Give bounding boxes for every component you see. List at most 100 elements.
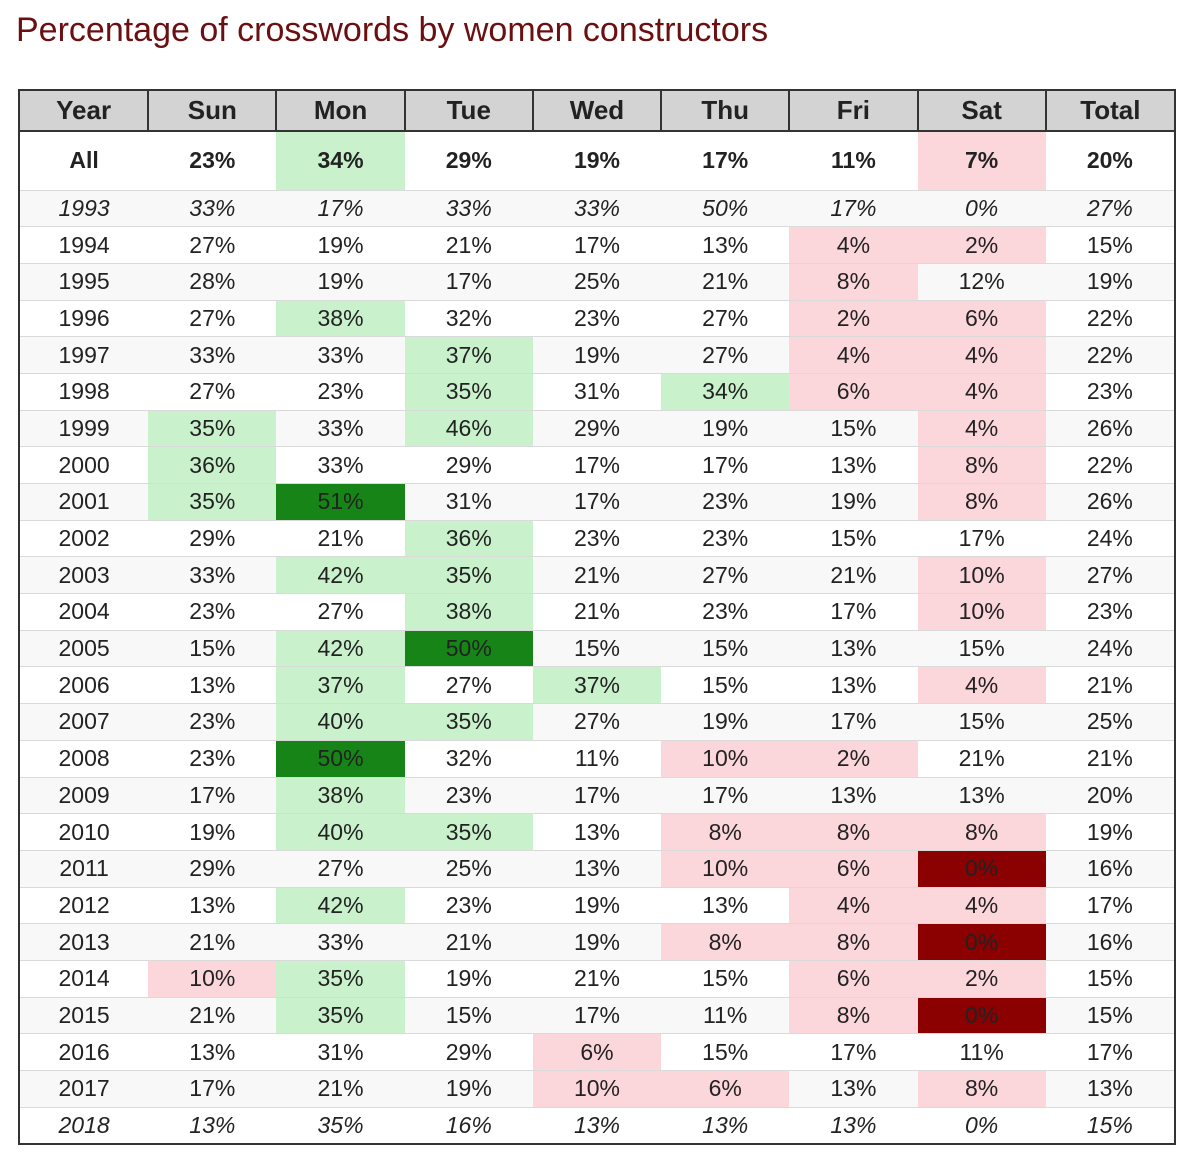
year-cell: 2010 xyxy=(20,813,149,851)
value-cell: 8% xyxy=(917,1070,1046,1108)
value-cell: 15% xyxy=(532,630,662,668)
value-cell: 13% xyxy=(702,1112,749,1139)
value-cell: 13% xyxy=(830,1112,877,1139)
value-cell: 21% xyxy=(276,1070,405,1108)
value-cell: 36% xyxy=(404,520,533,558)
value-cell: 10% xyxy=(917,593,1046,631)
percentage-table: Year Sun Mon Tue Wed Thu Fri Sat Total All 23% 34%… xyxy=(18,89,1176,1145)
value-cell: 27% xyxy=(661,336,790,374)
value-cell: 8% xyxy=(789,263,918,301)
value-cell: 25% xyxy=(532,263,662,301)
value-cell: 50% xyxy=(404,630,533,668)
value-cell: 7% xyxy=(917,131,1046,191)
year-cell: 2003 xyxy=(20,556,149,595)
value-cell: 27% xyxy=(1045,190,1174,228)
value-cell: 15% xyxy=(1045,226,1174,264)
value-cell: 26% xyxy=(1045,483,1174,521)
value-cell: 23% xyxy=(148,703,277,741)
value-cell: 50% xyxy=(661,190,790,228)
value-cell: 38% xyxy=(276,300,405,338)
year-cell: 1996 xyxy=(20,300,149,338)
value-cell: 31% xyxy=(276,1033,405,1071)
value-cell: 0% xyxy=(917,190,1046,228)
value-cell: 33% xyxy=(148,336,277,374)
value-cell: 35% xyxy=(404,373,533,411)
column-header-sun: Sun xyxy=(148,91,278,132)
value-cell: 17% xyxy=(661,446,790,484)
value-cell: 23% xyxy=(1045,373,1174,411)
value-cell: 23% xyxy=(532,520,662,558)
value-cell: 51% xyxy=(276,483,405,521)
value-cell: 13% xyxy=(148,1033,277,1071)
value-cell: 21% xyxy=(789,556,918,595)
value-cell: 13% xyxy=(661,887,790,925)
value-cell: 13% xyxy=(573,1112,620,1139)
value-cell: 8% xyxy=(789,923,918,961)
year-cell: 1998 xyxy=(20,373,149,411)
value-cell: 13% xyxy=(189,1112,236,1139)
value-cell: 40% xyxy=(276,703,405,741)
value-cell: 27% xyxy=(532,703,662,741)
value-cell: 17% xyxy=(532,777,662,815)
value-cell: 35% xyxy=(276,960,405,998)
value-cell: 27% xyxy=(148,300,277,338)
value-cell: 24% xyxy=(1045,520,1174,558)
year-cell: 2012 xyxy=(20,887,149,925)
table-row: 2007 23% 40% 35% 27% 19% 17% 15% 25% xyxy=(20,703,1174,741)
value-cell: 17% xyxy=(789,190,918,228)
value-cell: 26% xyxy=(1045,410,1174,448)
value-cell: 13% xyxy=(1045,1070,1174,1108)
value-cell: 21% xyxy=(917,740,1046,778)
value-cell: 22% xyxy=(1045,336,1174,374)
year-cell: 2011 xyxy=(20,850,149,888)
table-row: 2015 21% 35% 15% 17% 11% 8% 0% 15% xyxy=(20,997,1174,1035)
table-row: 1999 35% 33% 46% 29% 19% 15% 4% 26% xyxy=(20,410,1174,448)
value-cell: 15% xyxy=(917,630,1046,668)
value-cell: 17% xyxy=(661,777,790,815)
table-row: 2012 13% 42% 23% 19% 13% 4% 4% 17% xyxy=(20,887,1174,925)
value-cell: 35% xyxy=(148,410,277,448)
value-cell: 13% xyxy=(789,630,918,668)
value-cell: 33% xyxy=(276,446,405,484)
value-cell: 27% xyxy=(276,850,405,888)
value-cell: 17% xyxy=(789,703,918,741)
value-cell: 15% xyxy=(661,960,790,998)
value-cell: 42% xyxy=(276,556,405,595)
value-cell: 13% xyxy=(917,777,1046,815)
value-cell: 29% xyxy=(404,1033,533,1071)
year-cell: 2017 xyxy=(20,1070,149,1108)
column-header-sat: Sat xyxy=(917,91,1047,132)
value-cell: 34% xyxy=(276,131,405,191)
value-cell: 19% xyxy=(1045,263,1174,301)
value-cell: 6% xyxy=(789,850,918,888)
column-header-wed: Wed xyxy=(532,91,663,132)
value-cell: 25% xyxy=(404,850,533,888)
table-row: 2014 10% 35% 19% 21% 15% 6% 2% 15% xyxy=(20,960,1174,998)
table-row: 2017 17% 21% 19% 10% 6% 13% 8% 13% xyxy=(20,1070,1174,1108)
value-cell: 8% xyxy=(661,813,790,851)
table-row: 2005 15% 42% 50% 15% 15% 13% 15% 24% xyxy=(20,630,1174,668)
value-cell: 25% xyxy=(1045,703,1174,741)
value-cell: 16% xyxy=(1045,850,1174,888)
value-cell: 2% xyxy=(917,226,1046,264)
value-cell: 10% xyxy=(917,556,1046,595)
value-cell: 17% xyxy=(276,190,405,228)
value-cell: 4% xyxy=(789,887,918,925)
value-cell: 23% xyxy=(1045,593,1174,631)
value-cell: 19% xyxy=(276,226,405,264)
value-cell: 23% xyxy=(148,593,277,631)
table-row: 2002 29% 21% 36% 23% 23% 15% 17% 24% xyxy=(20,520,1174,558)
value-cell: 37% xyxy=(532,666,662,705)
table-row: 1998 27% 23% 35% 31% 34% 6% 4% 23% xyxy=(20,373,1174,411)
value-cell: 37% xyxy=(276,666,405,705)
value-cell: 21% xyxy=(532,593,662,631)
value-cell: 0% xyxy=(917,997,1046,1035)
value-cell: 17% xyxy=(789,593,918,631)
value-cell: 6% xyxy=(789,960,918,998)
value-cell: 15% xyxy=(1045,960,1174,998)
value-cell: 29% xyxy=(148,520,277,558)
value-cell: 27% xyxy=(148,373,277,411)
table-body: All 23% 34% 29% 19% 17% 11% 7% 20% 1993 33% 17% 33% 3… xyxy=(20,131,1174,1143)
value-cell: 21% xyxy=(276,520,405,558)
value-cell: 27% xyxy=(148,226,277,264)
